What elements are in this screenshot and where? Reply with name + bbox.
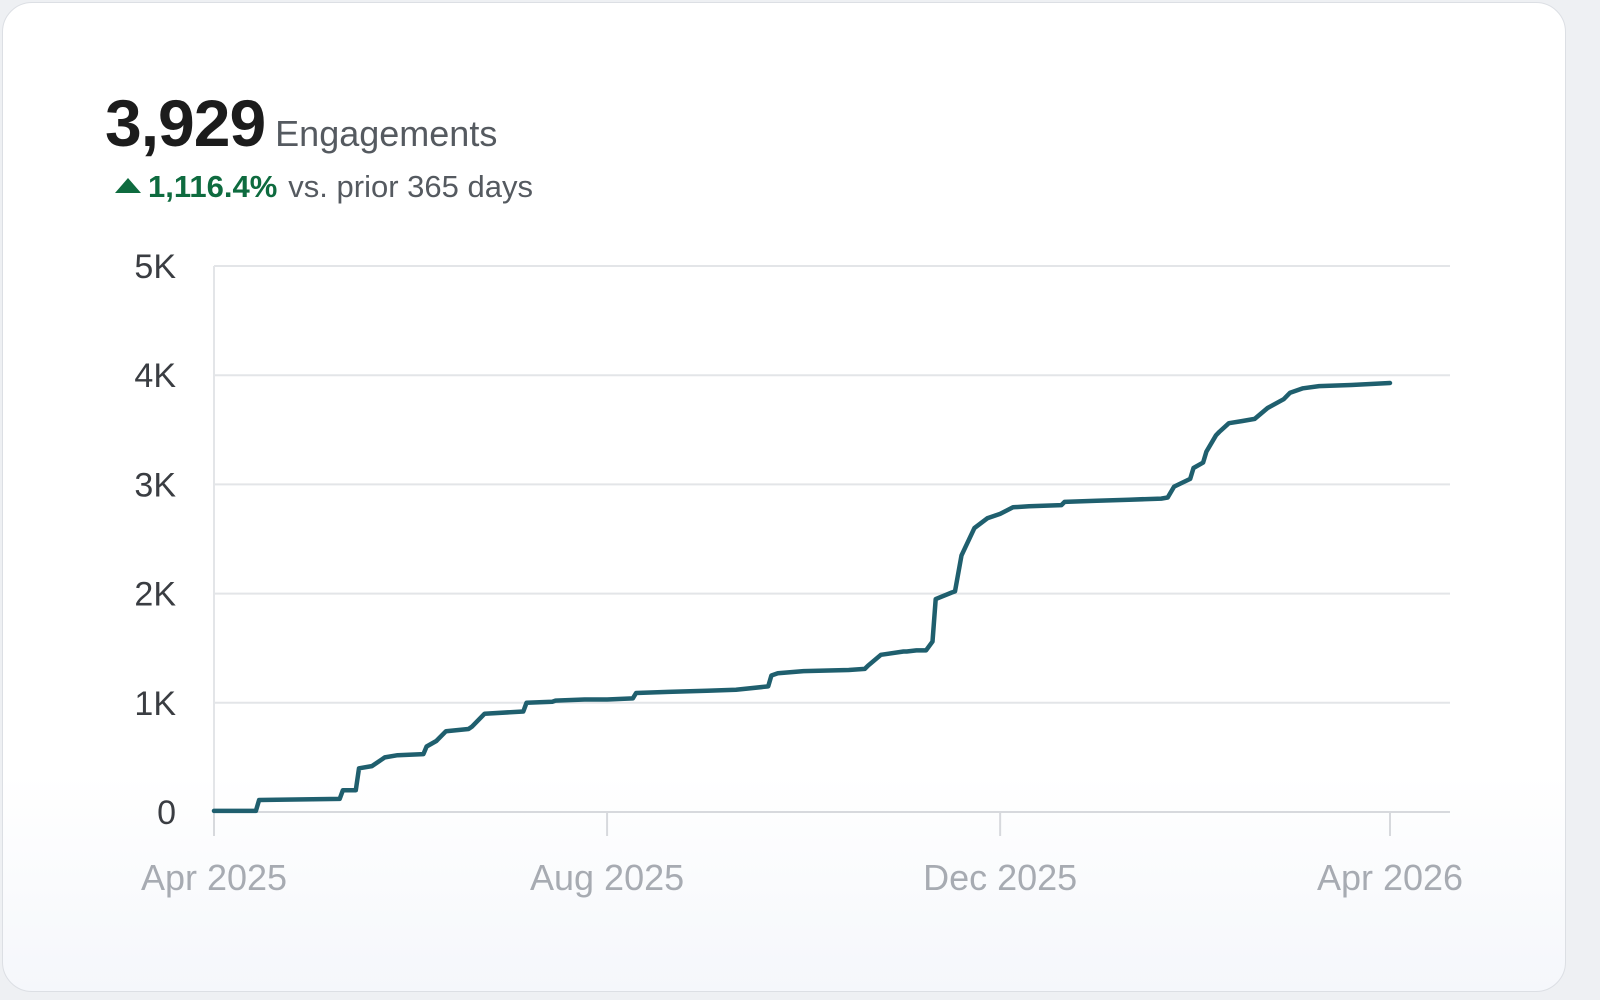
data-point [802,670,805,673]
data-point [735,688,738,691]
data-point [358,767,361,770]
data-point [1095,499,1098,502]
series-line-engagements [211,380,1393,814]
data-point [867,664,870,667]
data-point [1218,431,1221,434]
data-point [354,789,357,792]
data-point [1205,450,1208,453]
data-point [986,517,989,520]
data-point [445,730,448,733]
data-point [606,698,609,701]
triangle-up-icon [115,178,141,193]
data-point [383,756,386,759]
data-point [1189,477,1192,480]
data-point [1166,496,1169,499]
data-point [1389,382,1392,385]
data-point [522,710,525,713]
data-point [915,649,918,652]
data-point [1240,420,1243,423]
change-percentage: 1,116.4% [148,169,278,204]
change-comparison-text: vs. prior 365 days [288,169,533,204]
data-point [1302,387,1305,390]
data-point [905,650,908,653]
data-point [467,728,470,731]
data-point [902,650,905,653]
x-tick-label: Apr 2026 [1317,857,1463,898]
data-point [1012,506,1015,509]
data-point [931,640,934,643]
data-point [583,698,586,701]
total-engagements-value: 3,929 [105,86,266,160]
data-point [370,765,373,768]
data-point [258,799,261,802]
data-point [1202,461,1205,464]
data-point [1063,500,1066,503]
data-point [396,754,399,757]
data-point [341,789,344,792]
data-point [551,700,554,703]
data-point [1282,398,1285,401]
data-point [1253,417,1256,420]
data-point [1173,485,1176,488]
data-point [1192,467,1195,470]
y-tick-label: 3K [134,466,176,504]
data-point [483,712,486,715]
data-point [1128,498,1131,501]
data-point [960,554,963,557]
data-point [776,672,779,675]
data-point [1289,391,1292,394]
data-point [338,797,341,800]
data-point [254,809,257,812]
data-point [863,667,866,670]
data-point [631,697,634,700]
y-tick-label: 1K [134,685,176,723]
x-tick-label: Apr 2025 [141,857,287,898]
data-point [1028,505,1031,508]
data-point [879,653,882,656]
data-point [1350,384,1353,387]
headline: 3,929 Engagements [105,85,497,161]
data-point [435,740,438,743]
x-tick-label: Aug 2025 [530,857,684,898]
data-point [999,512,1002,515]
tick-layer: 0 1K 2K 3K 4K 5K Apr 2025 Aug 2025 Dec 2025 Apr 2… [134,248,1463,898]
data-point [635,692,638,695]
data-point [470,725,473,728]
data-point [1266,407,1269,410]
data-point [847,669,850,672]
data-point [770,674,773,677]
data-point [950,591,953,594]
data-point [1060,504,1063,507]
grid-layer [213,265,1450,836]
y-tick-label: 5K [134,248,176,286]
engagements-card: 3,929 Engagements 1,116.4% vs. prior 365 … [2,2,1566,992]
data-point [934,598,937,601]
data-point [422,753,425,756]
y-tick-label: 2K [134,576,176,614]
data-point [706,689,709,692]
x-tick-label: Dec 2025 [923,857,1077,898]
series-layer [211,380,1393,814]
data-point [973,527,976,530]
change-indicator: 1,116.4% vs. prior 365 days [115,169,533,205]
data-point [667,690,670,693]
data-point [767,685,770,688]
data-point [1215,434,1218,437]
data-point [1318,385,1321,388]
data-point [525,701,528,704]
data-point [954,590,957,593]
data-point [1227,422,1230,425]
data-point [425,745,428,748]
y-tick-label: 4K [134,357,176,395]
data-point [925,649,928,652]
total-engagements-label: Engagements [275,113,498,154]
data-point [554,699,557,702]
data-point [213,809,216,812]
y-tick-label: 0 [157,794,176,832]
data-point [1160,497,1163,500]
